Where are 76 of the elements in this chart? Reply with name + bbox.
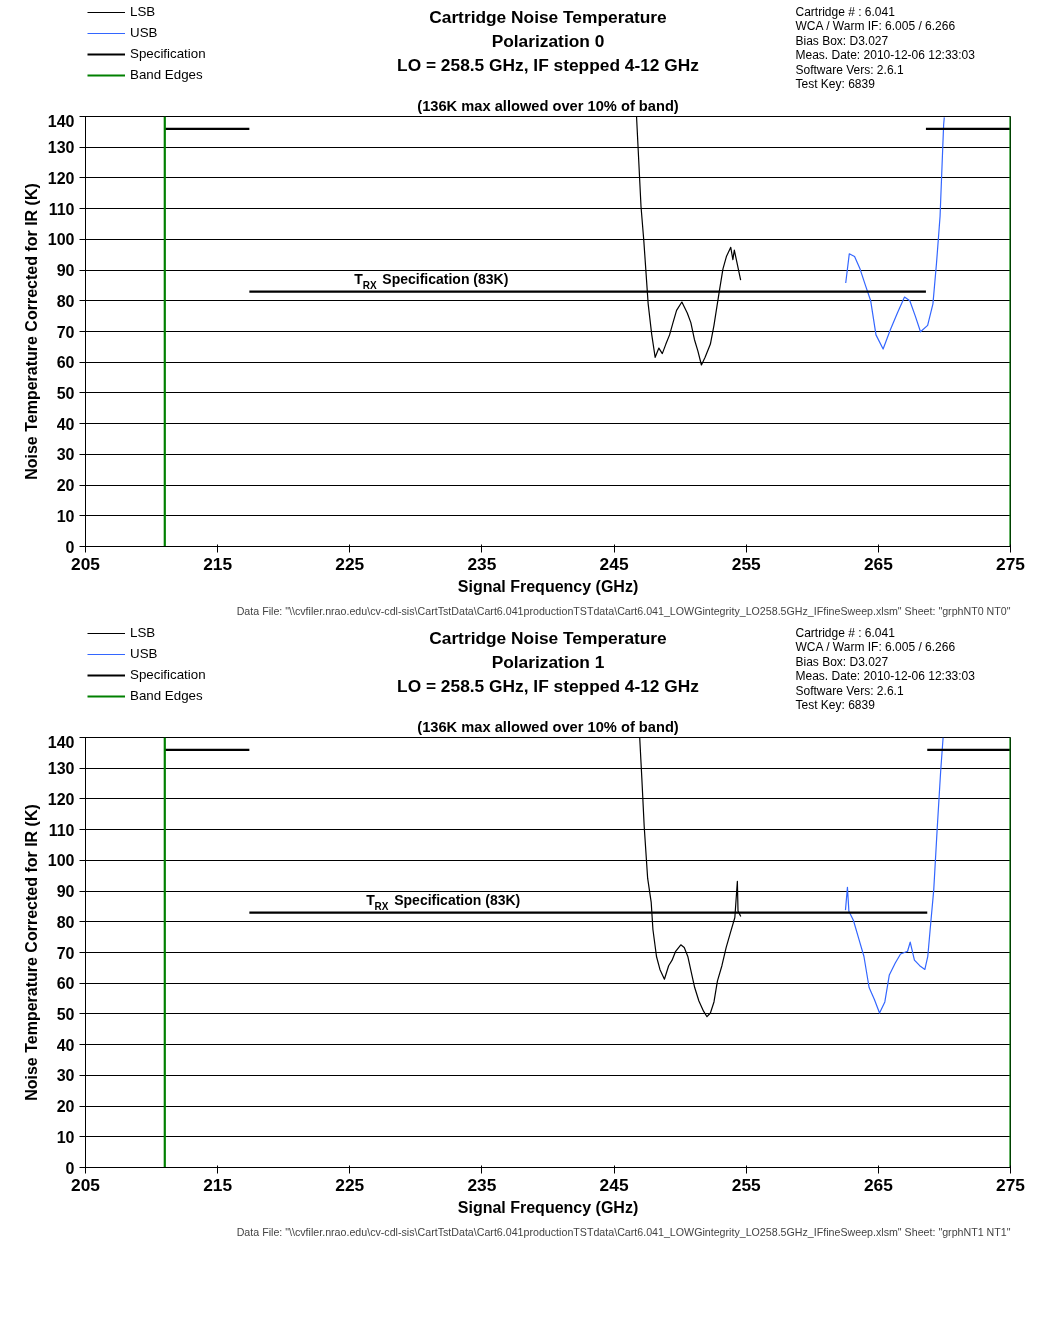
text: Data File: "\\cvfiler.nrao.edu\cv-cdl-sis\CartTstData\Cart6.041productionTSTdata\Cart6.041_LOWGintegrity_LO258.5GHz_IFfineSweep.xlsm" Sheet: "grphNT1 NT1" [236,1225,1011,1238]
text: Cartridge # : 6.041 [795,625,896,640]
y-tick-label: 60 [56,975,75,993]
text: Software Vers: 2.6.1 [795,683,904,698]
y-tick-label: 100 [47,231,75,249]
y-axis-title: Noise Temperature Corrected for IR (K) [22,804,40,1101]
text: Test Key: 6839 [795,698,876,712]
x-tick-label: 275 [996,553,1026,574]
x-tick-label: 245 [599,1174,629,1195]
x-tick-label: 205 [71,553,101,574]
y-tick-label: 110 [48,200,75,218]
y-tick-label: 140 [47,733,75,751]
x-tick-label: 215 [203,1174,233,1195]
legend-label: Specification [130,46,206,61]
y-tick-label: 130 [47,139,75,157]
y-tick-label: 120 [47,169,75,187]
x-tick-label: 245 [599,553,629,574]
x-tick-label: 255 [731,1174,762,1195]
y-tick-label: 130 [47,760,75,778]
text: Test Key: 6839 [795,77,876,91]
text: Meas. Date: 2010-12-06 12:33:03 [795,48,976,62]
text: Meas. Date: 2010-12-06 12:33:03 [795,669,976,683]
legend-label: Band Edges [130,688,203,703]
x-tick-label: 255 [731,553,762,574]
y-tick-label: 30 [56,1067,75,1085]
x-tick-label: 235 [467,1174,497,1195]
x-tick-label: 265 [863,1174,894,1195]
y-tick-label: 120 [47,790,75,808]
y-tick-label: 100 [47,852,75,870]
y-tick-label: 80 [56,913,75,931]
legend-label: Specification [130,667,206,682]
y-tick-label: 10 [56,1128,75,1146]
legend-label: LSB [130,625,156,640]
x-axis-title: Signal Frequency (GHz) [457,577,639,595]
y-tick-label: 110 [48,821,75,839]
x-tick-label: 205 [71,1174,101,1195]
x-tick-label: 225 [335,553,365,574]
y-axis-title: Noise Temperature Corrected for IR (K) [22,183,40,480]
chart-title: Cartridge Noise Temperature Polarization 0 LO = 258.5 GHz, IF stepped 4-12 GHz [397,6,700,75]
y-tick-label: 50 [56,384,75,402]
x-axis-title: Signal Frequency (GHz) [457,1198,639,1216]
y-tick-label: 140 [47,112,75,130]
y-tick-label: 90 [56,262,75,280]
y-tick-label: 60 [56,354,75,372]
x-tick-label: 225 [335,1174,365,1195]
y-tick-label: 40 [56,415,75,433]
legend-label: LSB [130,4,156,19]
x-tick-label: 235 [467,553,497,574]
x-tick-label: 265 [863,553,894,574]
text: Software Vers: 2.6.1 [795,62,904,77]
text: WCA / Warm IF: 6.005 / 6.266 [795,19,956,33]
y-tick-label: 70 [56,323,75,341]
y-tick-label: 90 [56,883,75,901]
y-tick-label: 20 [56,477,75,495]
y-tick-label: 50 [56,1005,75,1023]
text: Bias Box: D3.027 [795,33,889,48]
y-tick-label: 20 [56,1098,75,1116]
x-tick-label: 215 [203,553,233,574]
text: (136K max allowed over 10% of band) [417,718,679,735]
y-tick-label: 10 [56,507,75,525]
y-tick-label: 70 [56,944,75,962]
y-tick-label: 0 [65,1159,75,1177]
y-tick-label: 30 [56,446,75,464]
y-tick-label: 80 [56,292,75,310]
text: (136K max allowed over 10% of band) [417,97,679,114]
text: Cartridge # : 6.041 [795,4,896,19]
text: WCA / Warm IF: 6.005 / 6.266 [795,640,956,654]
text: Data File: "\\cvfiler.nrao.edu\cv-cdl-sis\CartTstData\Cart6.041productionTSTdata\Cart6.041_LOWGintegrity_LO258.5GHz_IFfineSweep.xlsm" Sheet: "grphNT0 NT0" [236,604,1011,617]
legend-label: Band Edges [130,67,203,82]
chart-title: Cartridge Noise Temperature Polarization 1 LO = 258.5 GHz, IF stepped 4-12 GHz [397,627,700,696]
text: Bias Box: D3.027 [795,654,889,669]
x-tick-label: 275 [996,1174,1026,1195]
y-tick-label: 0 [65,538,75,556]
legend-label: USB [130,25,158,40]
legend-label: USB [130,646,158,661]
y-tick-label: 40 [56,1036,75,1054]
